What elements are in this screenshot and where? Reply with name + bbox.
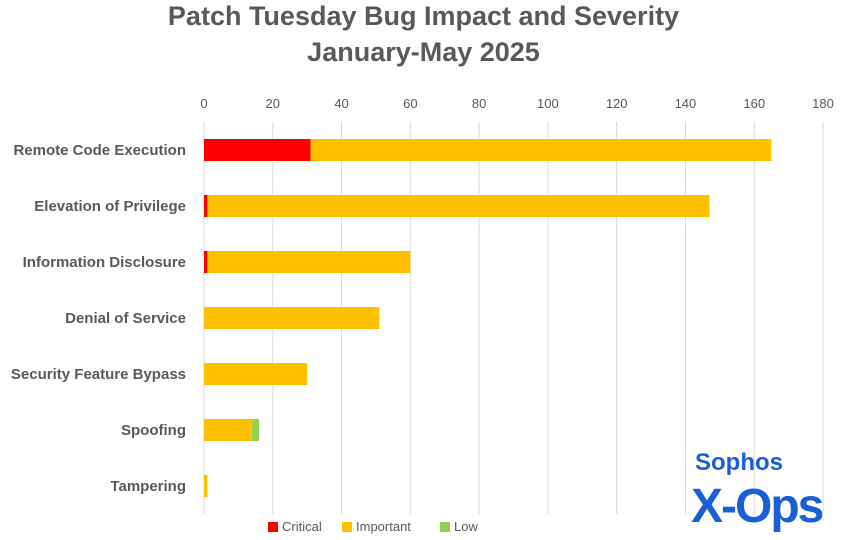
bar-important <box>207 251 411 273</box>
category-label: Spoofing <box>121 422 186 439</box>
category-label: Elevation of Privilege <box>34 198 186 215</box>
category-label: Security Feature Bypass <box>11 366 186 383</box>
bar-important <box>207 195 710 217</box>
sophos-xops-logo: Sophos X-Ops <box>691 449 825 533</box>
chart-title: Patch Tuesday Bug Impact and Severity <box>167 1 680 31</box>
category-label: Remote Code Execution <box>13 142 186 159</box>
x-tick-label: 140 <box>675 96 697 111</box>
logo-line1: Sophos <box>695 449 783 476</box>
legend-label-important: Important <box>356 519 411 534</box>
chart-subtitle: January-May 2025 <box>307 37 540 67</box>
bar-low <box>252 419 260 441</box>
x-tick-label: 80 <box>472 96 486 111</box>
category-label: Denial of Service <box>65 310 186 327</box>
bar-critical <box>204 251 208 273</box>
x-tick-label: 20 <box>266 96 280 111</box>
bar-important <box>204 419 253 441</box>
bar-important <box>204 363 308 385</box>
bar-critical <box>204 139 311 161</box>
logo-line2: X-Ops <box>691 480 823 533</box>
legend-swatch-important <box>342 522 352 532</box>
legend-swatch-low <box>440 522 450 532</box>
bar-important <box>204 307 380 329</box>
category-label: Tampering <box>110 478 186 495</box>
legend-label-critical: Critical <box>282 519 322 534</box>
x-tick-label: 160 <box>743 96 765 111</box>
x-tick-label: 100 <box>537 96 559 111</box>
category-label: Information Disclosure <box>23 254 186 271</box>
x-tick-label: 180 <box>812 96 834 111</box>
legend-swatch-critical <box>268 522 278 532</box>
bar-important <box>310 139 772 161</box>
legend-label-low: Low <box>454 519 478 534</box>
bar-critical <box>204 195 208 217</box>
bar-important <box>204 475 208 497</box>
x-tick-label: 120 <box>606 96 628 111</box>
x-tick-label: 60 <box>403 96 417 111</box>
x-tick-label: 0 <box>200 96 207 111</box>
x-tick-label: 40 <box>334 96 348 111</box>
